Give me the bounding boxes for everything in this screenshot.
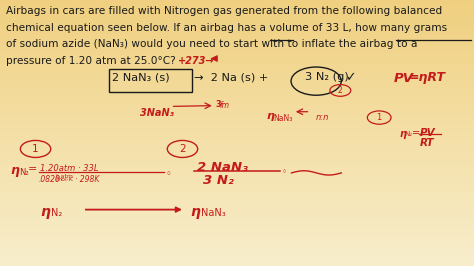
Text: Airbags in cars are filled with Nitrogen gas generated from the following balanc: Airbags in cars are filled with Nitrogen… (6, 6, 442, 16)
Text: of sodium azide (NaN₃) would you need to start with to inflate the airbag to a: of sodium azide (NaN₃) would you need to… (6, 39, 417, 49)
Text: 1.20atm · 33L: 1.20atm · 33L (40, 164, 99, 173)
Text: 1: 1 (376, 113, 382, 122)
Text: η: η (191, 205, 201, 219)
Text: η: η (400, 129, 407, 139)
Text: 2: 2 (179, 144, 186, 154)
Text: 3 N₂: 3 N₂ (203, 174, 234, 188)
Text: η: η (267, 111, 275, 121)
Text: PV: PV (393, 72, 413, 85)
Text: n:n: n:n (315, 113, 328, 122)
Text: mol·K: mol·K (55, 177, 73, 182)
Text: ✓: ✓ (345, 71, 356, 84)
Text: =: = (27, 164, 37, 174)
Text: ◦: ◦ (282, 168, 287, 177)
Bar (109, 69, 192, 92)
Text: η: η (10, 164, 19, 177)
Text: 3NaN₃: 3NaN₃ (140, 108, 173, 118)
Text: L·atm: L·atm (55, 174, 73, 180)
Text: · 298K: · 298K (75, 175, 99, 184)
Text: 2: 2 (338, 86, 343, 95)
Text: ◦: ◦ (166, 169, 172, 179)
Text: 3 N₂ (g): 3 N₂ (g) (305, 72, 348, 82)
Text: N₂: N₂ (404, 131, 412, 137)
Text: 2 NaN₃: 2 NaN₃ (197, 161, 247, 174)
Text: =ηRT: =ηRT (409, 71, 446, 84)
Text: pressure of 1.20 atm at 25.0°C?: pressure of 1.20 atm at 25.0°C? (6, 56, 175, 66)
Text: N₂: N₂ (51, 208, 62, 218)
Text: η: η (40, 205, 50, 219)
Text: RT: RT (419, 138, 434, 148)
Text: .0820: .0820 (39, 175, 61, 184)
Text: chemical equation seen below. If an airbag has a volume of 33 L, how many grams: chemical equation seen below. If an airb… (6, 23, 447, 33)
Text: =: = (412, 128, 420, 139)
Text: 3: 3 (216, 100, 221, 109)
Text: PV: PV (419, 128, 435, 138)
Text: 2 NaN₃ (s): 2 NaN₃ (s) (112, 72, 170, 82)
Text: →  2 Na (s) +: → 2 Na (s) + (194, 72, 269, 82)
Text: fm: fm (219, 101, 229, 110)
Text: N₂: N₂ (19, 168, 28, 177)
Text: 1: 1 (32, 144, 39, 154)
Text: NaN₃: NaN₃ (201, 208, 225, 218)
Text: +273→: +273→ (178, 56, 214, 66)
Text: NaN₃: NaN₃ (273, 114, 293, 123)
